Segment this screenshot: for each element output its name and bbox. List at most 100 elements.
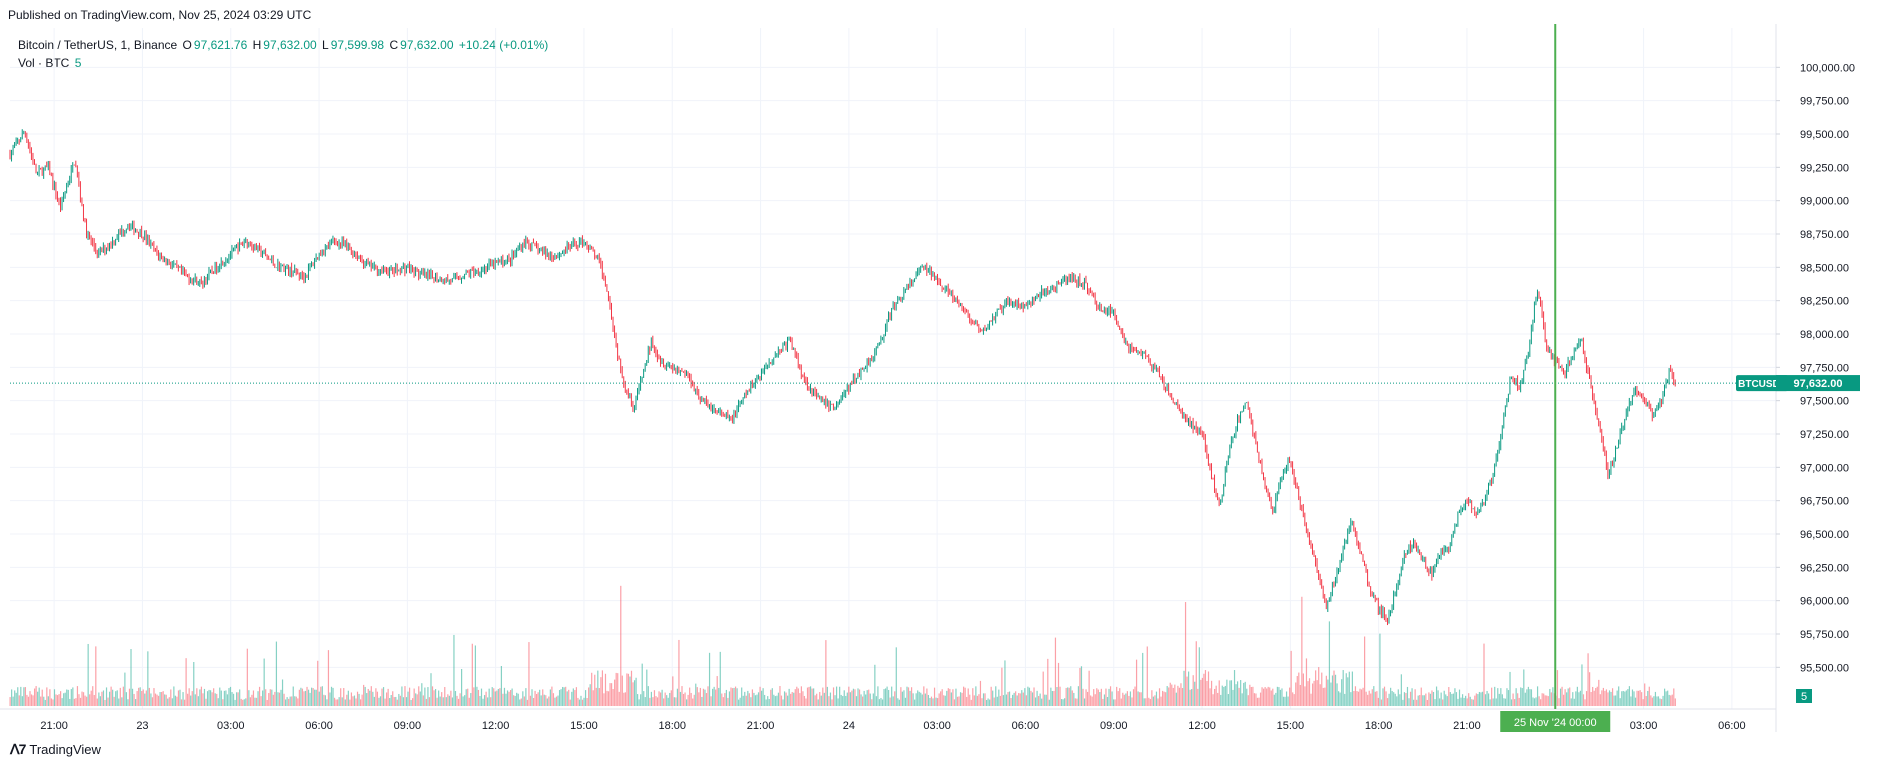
volume-bars	[9, 585, 1676, 706]
volume-bar	[904, 697, 907, 706]
volume-bar	[1491, 687, 1493, 706]
volume-bar	[635, 677, 637, 706]
volume-bar	[1489, 699, 1491, 706]
volume-bar	[989, 699, 991, 706]
volume-bar	[1226, 679, 1228, 706]
volume-bar	[1276, 686, 1278, 706]
volume-bar	[536, 693, 538, 706]
volume-bar	[508, 691, 510, 706]
volume-bar	[1590, 691, 1592, 706]
volume-bar	[145, 690, 147, 706]
volume-bar	[99, 696, 102, 706]
volume-bar	[1142, 652, 1144, 706]
volume-bar	[1270, 690, 1272, 706]
volume-bar	[311, 687, 313, 706]
volume-bar	[236, 692, 238, 706]
price-chart[interactable]: BTCUSDT 100,000.00 99,750.00 99,500.00 99,25…	[0, 24, 1882, 732]
volume-bar	[239, 689, 241, 706]
y-tick-label: 97,500.00	[1800, 396, 1849, 408]
volume-bar	[191, 691, 193, 706]
volume-bar	[1498, 693, 1500, 706]
footer-brand[interactable]: TradingView	[29, 742, 101, 757]
volume-bar	[352, 696, 354, 706]
volume-bar	[1060, 699, 1063, 706]
volume-bar	[346, 694, 348, 706]
volume-bar	[1223, 686, 1225, 706]
volume-bar	[1339, 692, 1341, 706]
volume-bar	[914, 699, 916, 706]
volume-bar	[771, 688, 773, 706]
volume-bar	[1582, 694, 1585, 706]
volume-bar	[1501, 694, 1503, 706]
volume-bar	[1302, 673, 1305, 706]
x-tick-label: 06:00	[1718, 720, 1746, 732]
volume-bar	[811, 688, 813, 706]
volume-bar	[69, 698, 71, 706]
volume-bar	[531, 689, 533, 706]
volume-bar	[1376, 691, 1378, 706]
volume-bar	[1236, 681, 1239, 706]
volume-bar	[401, 686, 403, 706]
volume-bar	[537, 692, 539, 706]
volume-bar	[448, 695, 450, 706]
volume-bar	[1483, 643, 1485, 706]
symbol-label[interactable]: Bitcoin / TetherUS, 1, Binance	[18, 38, 178, 52]
volume-bar	[1613, 695, 1615, 706]
volume-bar	[1027, 686, 1029, 706]
volume-bar	[1021, 690, 1023, 706]
volume-bar	[1292, 692, 1294, 706]
volume-bar	[1518, 697, 1520, 706]
volume-bar	[650, 691, 652, 706]
volume-bar	[557, 695, 559, 706]
volume-bar	[341, 697, 343, 706]
volume-bar	[12, 696, 14, 706]
volume-bar	[1188, 671, 1190, 706]
volume-bar	[373, 696, 375, 706]
volume-bar	[108, 691, 111, 706]
crosshair-time-label: 25 Nov '24 00:00	[1514, 717, 1597, 729]
volume-bar	[1152, 696, 1155, 706]
volume-bar	[698, 692, 700, 706]
tradingview-logo-icon[interactable]: ⴷ7	[10, 741, 26, 757]
volume-bar	[1431, 690, 1433, 706]
volume-bar	[1383, 686, 1386, 706]
open-value: 97,621.76	[193, 38, 248, 52]
volume-bar	[23, 687, 25, 706]
volume-bar	[1131, 697, 1133, 706]
volume-bar	[843, 690, 845, 706]
volume-bar	[1656, 696, 1658, 706]
volume-bar	[710, 696, 712, 706]
volume-bar	[641, 663, 643, 706]
volume-bar	[910, 687, 913, 706]
volume-bar	[647, 686, 649, 706]
volume-bar	[1053, 690, 1055, 706]
volume-bar	[1224, 685, 1226, 706]
volume-bar	[865, 694, 867, 706]
volume-bar	[127, 699, 129, 706]
volume-bar	[774, 696, 776, 706]
volume-bar	[946, 690, 948, 706]
volume-bar	[1484, 694, 1487, 706]
volume-bar	[1514, 699, 1516, 706]
volume-bar	[999, 695, 1001, 706]
volume-bar	[943, 695, 945, 706]
volume-bar	[806, 687, 809, 706]
volume-bar	[20, 686, 22, 706]
volume-label[interactable]: Vol · BTC	[18, 56, 70, 70]
volume-bar	[1328, 621, 1331, 706]
volume-bar	[1386, 698, 1389, 706]
volume-bar	[542, 689, 544, 706]
volume-bar	[1654, 691, 1657, 706]
volume-bar	[823, 692, 825, 706]
volume-bar	[1599, 694, 1601, 706]
volume-bar	[712, 688, 714, 706]
volume-bar	[219, 687, 221, 706]
volume-bar	[682, 693, 685, 706]
volume-bar	[1036, 690, 1038, 706]
volume-bar	[1610, 691, 1612, 706]
volume-bar	[1405, 692, 1407, 706]
volume-bar	[1362, 687, 1364, 706]
volume-bar	[1394, 693, 1396, 706]
volume-bar	[718, 687, 720, 706]
volume-bar	[1618, 686, 1620, 706]
